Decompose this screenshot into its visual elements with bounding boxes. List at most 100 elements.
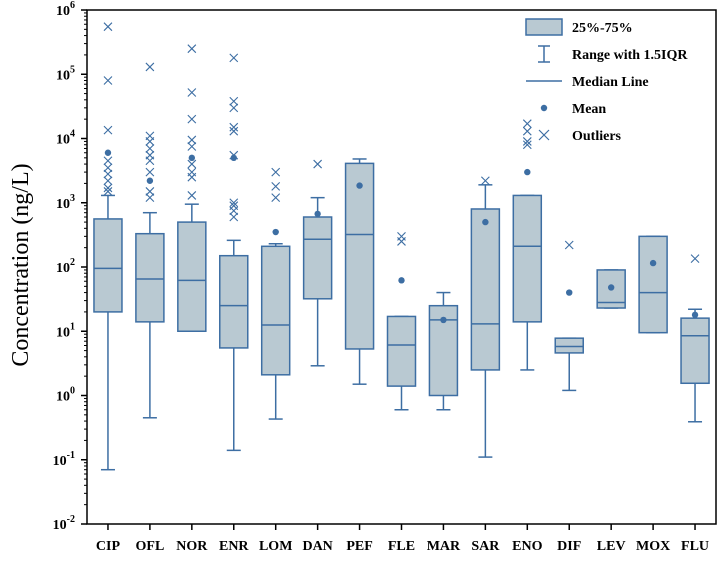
outlier-marker <box>103 187 113 196</box>
x-tick-label-enr: ENR <box>219 539 249 554</box>
outlier-marker <box>271 181 281 191</box>
box-eno <box>512 119 543 371</box>
outlier-marker <box>103 76 113 85</box>
box-flu <box>680 254 710 423</box>
outlier-marker <box>187 114 197 124</box>
outlier-marker <box>103 22 113 32</box>
y-tick-label: 10-2 <box>53 514 75 533</box>
iqr-box <box>512 194 543 323</box>
outlier-marker <box>103 176 113 186</box>
legend-label: 25%-75% <box>572 21 633 36</box>
x-tick-label-fle: FLE <box>388 539 415 554</box>
outlier-marker <box>522 140 532 150</box>
outlier-marker <box>145 193 155 203</box>
iqr-box <box>93 218 123 313</box>
box-fle <box>386 231 417 411</box>
x-tick-label-lom: LOM <box>259 539 292 554</box>
box-nor <box>177 44 207 332</box>
legend-entry-2: Range with 1.5IQR <box>538 45 688 63</box>
y-axis-label: Concentration (ng/L) <box>8 163 34 366</box>
x-tick-label-eno: ENO <box>512 539 542 554</box>
outlier-marker <box>271 167 281 177</box>
outlier-marker <box>103 125 113 135</box>
outlier-marker <box>522 119 532 129</box>
legend-outlier-swatch <box>538 129 550 141</box>
outlier-marker <box>103 183 113 193</box>
y-tick-label: 102 <box>56 257 75 276</box>
y-tick-label: 100 <box>56 386 75 405</box>
box-enr <box>219 53 249 452</box>
outlier-marker <box>229 96 239 106</box>
outlier-marker <box>145 62 155 72</box>
x-tick-label-dif: DIF <box>557 539 581 554</box>
box-cip <box>93 22 123 471</box>
box-pef <box>344 158 375 385</box>
box-lev <box>596 269 626 309</box>
legend-label: Range with 1.5IQR <box>572 48 688 63</box>
outlier-marker <box>522 126 532 136</box>
mean-marker <box>314 210 321 218</box>
outlier-marker <box>229 206 239 216</box>
mean-marker <box>691 311 699 319</box>
iqr-box <box>386 315 417 387</box>
outlier-marker <box>271 193 281 203</box>
x-tick-label-flu: FLU <box>681 539 709 554</box>
mean-marker <box>482 218 489 226</box>
iqr-box <box>260 245 291 376</box>
outlier-marker <box>229 126 239 136</box>
legend-mean-swatch <box>540 104 548 112</box>
legend-label: Mean <box>572 102 606 117</box>
mean-marker <box>104 149 112 156</box>
y-tick-label: 105 <box>56 64 75 83</box>
outlier-marker <box>145 167 155 177</box>
outlier-marker <box>187 159 197 169</box>
x-tick-label-cip: CIP <box>96 539 121 554</box>
outlier-marker <box>145 187 155 196</box>
iqr-box <box>554 337 584 354</box>
outlier-marker <box>229 103 239 113</box>
outlier-marker <box>187 44 197 54</box>
iqr-box <box>302 216 333 300</box>
legend-entry-3: Median Line <box>526 75 649 90</box>
outlier-marker <box>690 254 700 264</box>
legend: 25%-75% Range with 1.5IQR Median Line Mean O… <box>525 18 688 144</box>
outlier-marker <box>522 137 532 146</box>
legend-box-swatch <box>525 18 563 36</box>
outlier-marker <box>103 169 113 179</box>
outlier-marker <box>229 212 239 222</box>
x-tick-label-nor: NOR <box>176 539 208 554</box>
legend-label: Median Line <box>572 75 649 90</box>
outlier-marker <box>187 135 197 145</box>
y-tick-label: 10-1 <box>53 450 75 469</box>
box-ofl <box>135 62 165 419</box>
x-tick-label-ofl: OFL <box>136 539 165 554</box>
iqr-box <box>177 221 207 332</box>
mean-marker <box>188 154 196 162</box>
outlier-marker <box>229 53 239 63</box>
iqr-box <box>135 232 165 323</box>
outlier-marker <box>103 163 113 173</box>
x-tick-label-mox: MOX <box>636 539 670 554</box>
outlier-marker <box>313 159 323 169</box>
boxes-layer <box>93 22 710 471</box>
iqr-box <box>470 208 501 371</box>
outlier-marker <box>187 191 197 200</box>
iqr-box <box>680 317 710 385</box>
mean-marker <box>356 182 363 189</box>
outlier-marker <box>564 240 574 250</box>
mean-marker <box>398 277 405 284</box>
legend-entry-4: Mean <box>540 102 606 117</box>
outlier-marker <box>187 172 197 182</box>
outlier-marker <box>480 176 490 186</box>
y-tick-label: 103 <box>56 193 75 212</box>
x-tick-label-mar: MAR <box>427 539 461 554</box>
box-sar <box>470 176 501 458</box>
mean-marker <box>272 228 279 236</box>
y-tick-label: 101 <box>56 321 75 340</box>
legend-entry-5: Outliers <box>538 129 622 144</box>
box-dif <box>554 240 584 392</box>
mean-marker <box>566 289 573 296</box>
outlier-marker <box>103 156 113 166</box>
outlier-marker <box>145 137 155 146</box>
